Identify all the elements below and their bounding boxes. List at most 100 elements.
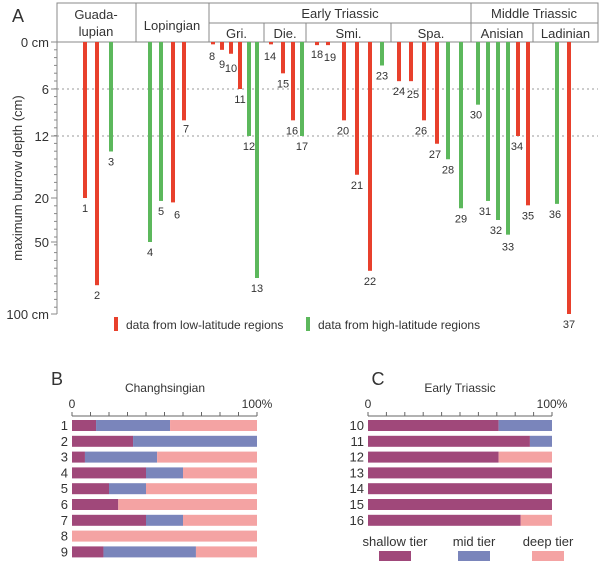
legend-swatch-deep-tier [532,551,564,561]
panel-c-xtick-100: 100% [537,397,568,411]
y-tick-label: 100 cm [6,307,49,322]
panel-b-row-label-8: 8 [61,529,68,544]
bar-9 [220,42,224,50]
panel-label-c: C [372,369,385,389]
panel-b-segment-1-deep-tier [170,420,257,431]
bar-28 [446,42,450,160]
legend-swatch-mid-tier [458,551,490,561]
bar-label-23: 23 [376,71,388,83]
bar-7 [182,42,186,121]
panel-b-segment-8-deep-tier [72,530,257,542]
period-label-lopingian: Lopingian [144,18,200,33]
panel-c-segment-16-shallow-tier [368,514,521,526]
bar-23 [380,42,384,66]
panel-c-segment-13-shallow-tier [368,467,552,479]
panel-b-segment-4-shallow-tier [72,467,146,479]
y-tick-label: 20 [35,191,49,206]
panel-b-row-label-3: 3 [61,450,68,465]
bar-label-22: 22 [364,276,376,288]
bar-label-19: 19 [324,52,336,64]
y-tick-label: 50 [35,235,49,250]
panel-b-xtick-100: 100% [242,397,273,411]
panel-b-segment-1-shallow-tier [72,420,97,431]
stage-label-ladinian: Ladinian [541,26,590,41]
panel-b-segment-4-deep-tier [183,467,257,479]
bar-31 [486,42,490,201]
bar-label-7: 7 [183,123,189,135]
y-axis-label: maximum burrow depth (cm) [10,95,25,260]
y-tick-label: 0 cm [21,35,49,50]
bar-label-4: 4 [147,247,153,259]
panel-b-segment-6-shallow-tier [72,499,119,510]
panel-c-row-label-10: 10 [350,418,364,433]
panel-c-row-label-11: 11 [351,434,365,449]
panel-b-segment-5-deep-tier [146,483,257,495]
bar-label-13: 13 [251,283,263,295]
panel-b-segment-1-mid-tier [96,420,171,431]
bar-label-6: 6 [174,209,180,221]
bar-label-16: 16 [286,125,298,137]
legend-label-shallow-tier: shallow tier [362,534,428,549]
panel-b-segment-7-mid-tier [146,514,183,526]
bar-label-35: 35 [522,210,534,222]
bar-4 [148,42,152,242]
period-label-early-triassic: Early Triassic [301,6,379,21]
panel-c-segment-15-shallow-tier [368,499,552,510]
panel-b-row-label-6: 6 [61,497,68,512]
panel-b-row-label-5: 5 [61,481,68,496]
panel-c-row-label-13: 13 [350,465,364,480]
bar-5 [159,42,163,201]
panel-b-segment-3-shallow-tier [72,451,85,463]
panel-c-segment-11-shallow-tier [368,435,530,447]
legend-label-mid-tier: mid tier [453,534,496,549]
panel-c-xtick-0: 0 [365,397,372,411]
panel-b-segment-2-mid-tier [133,435,257,447]
bar-35 [526,42,530,206]
panel-b-segment-9-shallow-tier [72,546,104,558]
panel-b-segment-3-deep-tier [157,451,257,463]
panel-b-segment-5-mid-tier [109,483,146,495]
bar-36 [555,42,559,204]
bar-30 [476,42,480,105]
bar-label-36: 36 [549,209,561,221]
bar-label-18: 18 [311,49,323,61]
period-label-guadalupian: lupian [79,24,114,39]
bar-18 [315,42,319,46]
bar-25 [409,42,413,82]
bar-1 [83,42,87,198]
bar-label-12: 12 [243,141,255,153]
bar-3 [109,42,113,152]
bar-label-15: 15 [277,78,289,90]
y-tick-label: 12 [35,129,49,144]
bar-19 [326,42,330,46]
panel-label-b: B [51,369,63,389]
bar-2 [95,42,99,286]
panel-b-xtick-0: 0 [69,397,76,411]
bar-label-8: 8 [209,51,215,63]
panel-b-segment-7-deep-tier [183,514,257,526]
bar-17 [300,42,304,136]
panel-c-title: Early Triassic [424,381,495,395]
bar-label-27: 27 [429,149,441,161]
panel-b-segment-3-mid-tier [84,451,158,463]
panel-c-segment-11-mid-tier [529,435,552,447]
y-tick-label: 6 [42,82,49,97]
bar-37 [567,42,571,314]
bar-10 [229,42,233,54]
bar-label-11: 11 [234,94,245,106]
panel-b-segment-9-mid-tier [103,546,196,558]
bar-14 [269,42,273,45]
bar-15 [281,42,285,74]
panel-b-row-label-2: 2 [61,434,68,449]
panel-b-row-label-4: 4 [61,465,68,480]
panel-b-segment-4-mid-tier [146,467,183,479]
legend-label-high: data from high-latitude regions [318,318,480,332]
bar-21 [355,42,359,175]
bar-26 [422,42,426,121]
bar-16 [291,42,295,121]
panel-c-row-label-16: 16 [350,513,364,528]
bar-label-28: 28 [442,164,454,176]
bar-label-2: 2 [94,290,100,302]
period-label-guadalupian: Guada- [74,7,117,22]
